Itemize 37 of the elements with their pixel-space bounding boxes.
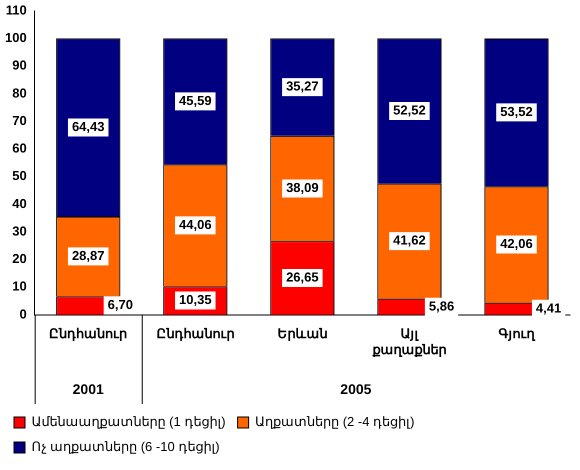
y-tick-label: 90 [12, 58, 27, 73]
data-label: 42,06 [500, 236, 533, 252]
data-label: 26,65 [286, 270, 319, 285]
data-label: 28,87 [72, 248, 104, 263]
x-tick-label: Գյուղ [498, 326, 536, 342]
x-tick-label: Ընդհանուր [156, 326, 234, 342]
y-tick-label: 30 [12, 223, 27, 238]
x-tick-label: Երևան [277, 326, 328, 342]
data-label: 5,86 [428, 298, 454, 314]
y-tick-label: 10 [12, 278, 27, 294]
y-tick-label: 110 [6, 2, 27, 18]
y-tick-label: 50 [12, 168, 27, 184]
text: 2001 [72, 380, 104, 397]
data-label: 53,52 [500, 104, 533, 119]
legend-label: Ոչ աղքատները (6 -10 դեցիլ) [32, 439, 220, 454]
y-tick-label: 100 [4, 30, 27, 46]
data-label: 41,62 [393, 232, 426, 248]
legend-label: Ամենաաղքատները (1 դեցիլ) [32, 414, 226, 430]
data-label: 64,43 [72, 119, 104, 134]
legend-label: Աղքատները (2 -4 դեցիլ) [255, 414, 414, 430]
y-tick-label: 70 [12, 112, 27, 128]
data-label: 52,52 [393, 102, 426, 118]
y-tick-label: 80 [12, 85, 27, 100]
x-tick-label: Այլ քաղաքներ [372, 326, 446, 357]
data-label: 6,70 [108, 297, 133, 312]
data-label: 4,41 [536, 300, 562, 316]
y-tick-label: 40 [12, 196, 27, 211]
y-tick-label: 20 [12, 251, 27, 266]
y-tick-label: 60 [12, 140, 27, 156]
data-label: 35,27 [286, 78, 319, 94]
y-tick-label: 0 [19, 306, 27, 322]
text: 2005 [340, 380, 372, 397]
data-label: 10,35 [179, 292, 212, 308]
data-label: 45,59 [179, 93, 212, 108]
data-label: 38,09 [286, 180, 319, 196]
x-tick-label: Ընդհանուր [49, 326, 128, 342]
data-label: 44,06 [179, 216, 212, 232]
